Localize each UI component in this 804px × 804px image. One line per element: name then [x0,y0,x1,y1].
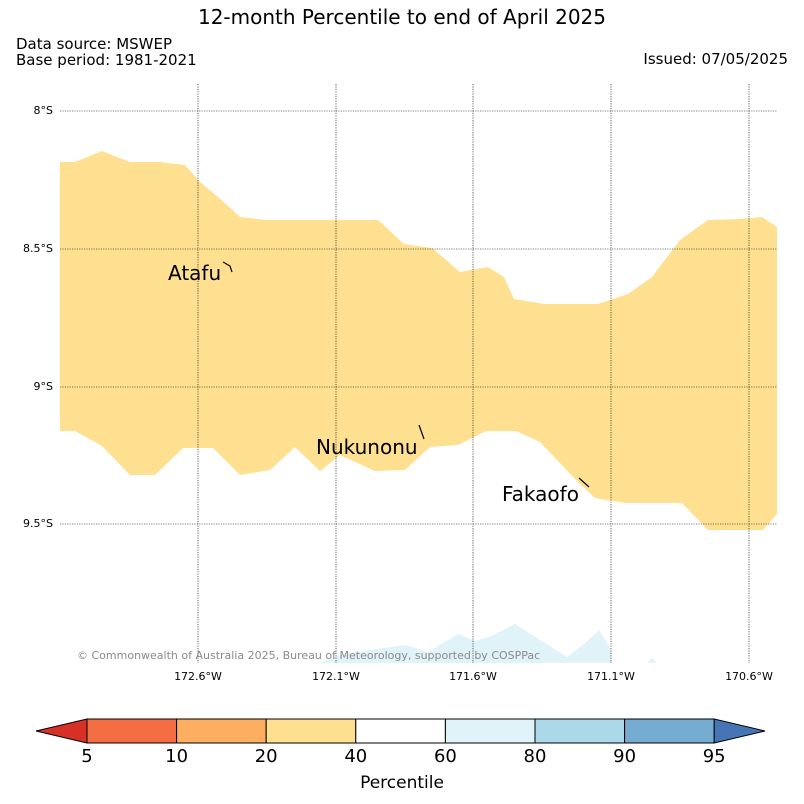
lat-label-8-5s: 8.5°S [23,242,53,255]
lon-label-171-1w: 171.1°W [587,670,635,683]
lon-label-172-1w: 172.1°W [312,670,360,683]
colorbar-tick-5: 5 [81,746,93,767]
atafu-atoll-mark [222,261,233,273]
colorbar-segment-60-80 [444,718,536,744]
colorbar-segment-20-40 [265,718,357,744]
map-title: 12-month Percentile to end of April 2025 [197,5,607,29]
lat-label-8s: 8°S [33,104,53,117]
colorbar-tick-80: 80 [523,746,547,767]
colorbar-extend-high [713,718,766,744]
data-source-text: Data source: MSWEP [16,35,173,53]
colorbar-extend-low [35,718,88,744]
colorbar-segment-5-10 [86,718,178,744]
colorbar [35,718,766,744]
gridlines [60,84,777,663]
percentile-band-60-80-small [647,658,657,663]
colorbar-tick-95: 95 [702,746,726,767]
colorbar-tick-20: 20 [254,746,278,767]
colorbar-tick-60: 60 [433,746,457,767]
colorbar-label: Percentile [360,773,444,793]
lat-label-9-5s: 9.5°S [23,517,53,530]
colorbar-segment-80-90 [534,718,626,744]
lon-label-172-6w: 172.6°W [174,670,222,683]
copyright-notice: © Commonwealth of Australia 2025, Bureau… [77,649,541,662]
colorbar-segment-90-95 [624,718,715,744]
colorbar-tick-90: 90 [613,746,637,767]
colorbar-segment-40-60 [355,718,446,744]
lon-label-170-6w: 170.6°W [725,670,773,683]
issued-date-text: Issued: 07/05/2025 [643,50,788,68]
percentile-band-60-80 [320,624,612,663]
map-area [60,84,777,663]
colorbar-tick-40: 40 [344,746,368,767]
place-label-nukunonu: Nukunonu [316,435,418,459]
lat-label-9s: 9°S [33,380,53,393]
place-label-atafu: Atafu [168,261,222,285]
colorbar-segment-10-20 [176,718,267,744]
colorbar-tick-10: 10 [165,746,189,767]
percentile-band-20-40 [60,151,777,530]
fakaofo-atoll-mark [578,477,590,488]
base-period-text: Base period: 1981-2021 [16,51,197,69]
lon-label-171-6w: 171.6°W [449,670,497,683]
place-label-fakaofo: Fakaofo [502,482,579,506]
nukunonu-atoll-mark [418,424,425,440]
